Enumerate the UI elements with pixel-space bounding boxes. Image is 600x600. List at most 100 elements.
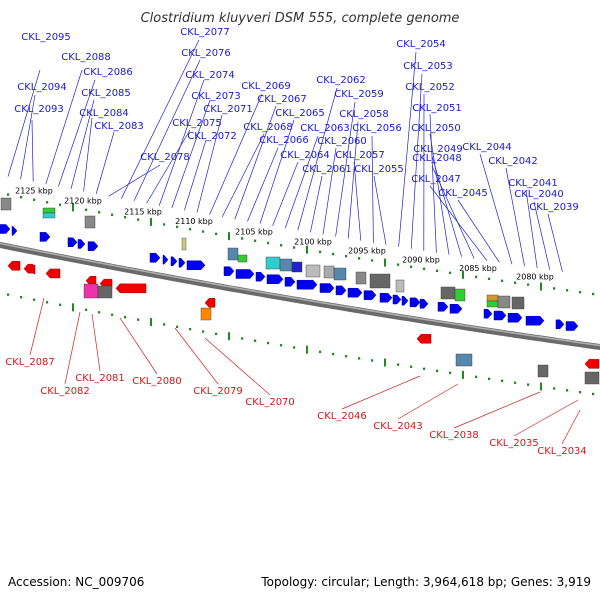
kbp-label: 2100 kbp xyxy=(294,238,332,247)
inner-tick xyxy=(423,367,426,371)
forward-gene-arrow xyxy=(335,285,347,296)
backbone-highlight xyxy=(0,242,600,347)
forward-gene-label: CKL_2072 xyxy=(187,131,237,142)
forward-gene-label: CKL_2061 xyxy=(302,164,352,175)
reverse-leader xyxy=(91,313,101,372)
forward-gene-label: CKL_2053 xyxy=(403,61,453,72)
reverse-gene-arrow xyxy=(45,268,61,279)
reverse-leader xyxy=(204,337,271,396)
forward-leader xyxy=(158,79,205,206)
reverse-leader xyxy=(29,297,45,356)
feature-block xyxy=(279,258,293,272)
forward-leader xyxy=(310,175,323,233)
forward-gene-arrow xyxy=(437,302,449,312)
forward-gene-label: CKL_2094 xyxy=(17,82,67,93)
feature-block xyxy=(454,288,466,302)
inner-tick xyxy=(189,327,192,331)
forward-leader xyxy=(70,99,95,190)
forward-gene-arrow xyxy=(493,310,507,321)
kbp-label: 2090 kbp xyxy=(402,255,440,264)
forward-gene-arrow xyxy=(11,226,18,236)
feature-block xyxy=(305,264,321,278)
diagram-title: Clostridium kluyveri DSM 555, complete g… xyxy=(141,11,460,26)
inner-tick xyxy=(579,390,582,394)
outer-tick xyxy=(293,246,296,249)
outer-tick xyxy=(540,282,542,291)
forward-leader xyxy=(146,129,191,204)
forward-leader xyxy=(234,105,277,220)
outer-tick xyxy=(306,245,308,254)
forward-gene-label: CKL_2095 xyxy=(21,32,71,43)
forward-leader xyxy=(247,147,279,222)
inner-tick xyxy=(384,358,386,367)
inner-tick xyxy=(306,345,308,354)
genome-summary: Topology: circular; Length: 3,964,618 bp… xyxy=(260,575,591,589)
forward-leader xyxy=(45,69,83,185)
reverse-gene-label: CKL_2038 xyxy=(429,430,479,441)
forward-gene-label: CKL_2042 xyxy=(488,156,538,167)
feature-block xyxy=(181,237,187,251)
inner-tick xyxy=(410,365,413,368)
outer-tick xyxy=(254,239,257,242)
forward-leader xyxy=(429,133,450,255)
feature-block xyxy=(42,212,56,219)
reverse-gene-label: CKL_2070 xyxy=(245,397,295,408)
forward-leader xyxy=(373,175,387,245)
forward-gene-arrow xyxy=(284,277,296,287)
reverse-gene-arrow xyxy=(29,264,36,275)
forward-leader xyxy=(121,39,200,199)
outer-tick xyxy=(163,223,166,226)
outer-tick xyxy=(228,232,230,241)
forward-leader xyxy=(7,69,41,177)
inner-tick xyxy=(7,293,10,296)
forward-gene-arrow xyxy=(77,239,86,249)
forward-leader xyxy=(171,99,211,209)
forward-gene-label: CKL_2059 xyxy=(334,89,384,100)
reverse-gene-label: CKL_2035 xyxy=(489,438,539,449)
inner-tick xyxy=(111,313,114,316)
forward-leader xyxy=(525,189,538,269)
inner-tick xyxy=(553,387,556,390)
outer-tick xyxy=(137,218,140,221)
forward-gene-label: CKL_2086 xyxy=(83,67,133,78)
outer-tick xyxy=(124,216,127,219)
outer-tick xyxy=(267,241,270,245)
kbp-label: 2080 kbp xyxy=(516,273,554,282)
reverse-leader xyxy=(513,399,579,437)
forward-leader xyxy=(429,113,437,253)
forward-gene-arrow xyxy=(67,237,78,247)
forward-leader xyxy=(284,135,319,229)
forward-gene-label: CKL_2055 xyxy=(354,164,404,175)
forward-gene-label: CKL_2085 xyxy=(81,88,131,99)
forward-gene-label: CKL_2049 xyxy=(413,144,463,155)
outer-tick xyxy=(72,203,74,212)
inner-tick xyxy=(267,341,270,345)
forward-leader xyxy=(108,164,161,197)
outer-tick xyxy=(85,208,88,212)
outer-tick xyxy=(33,198,36,201)
outer-tick xyxy=(462,270,464,279)
inner-tick xyxy=(293,346,296,349)
feature-block xyxy=(486,294,499,302)
outer-tick xyxy=(592,292,595,296)
forward-gene-label: CKL_2062 xyxy=(316,75,366,86)
forward-leader xyxy=(259,119,295,224)
outer-tick xyxy=(241,237,244,240)
reverse-gene-arrow xyxy=(584,359,600,369)
inner-tick xyxy=(280,344,283,347)
inner-tick xyxy=(163,323,166,326)
inner-tick xyxy=(20,295,23,299)
forward-gene-label: CKL_2045 xyxy=(438,188,488,199)
outer-tick xyxy=(566,289,569,292)
reverse-gene-label: CKL_2082 xyxy=(40,386,90,397)
forward-gene-label: CKL_2060 xyxy=(317,136,367,147)
forward-leader xyxy=(429,185,488,261)
forward-gene-arrow xyxy=(162,254,169,265)
forward-leader xyxy=(20,94,36,180)
forward-gene-label: CKL_2039 xyxy=(529,202,579,213)
outer-tick xyxy=(150,218,152,227)
outer-tick xyxy=(384,258,386,267)
forward-gene-arrow xyxy=(178,257,186,268)
outer-tick xyxy=(280,244,283,247)
feature-block xyxy=(395,279,405,293)
